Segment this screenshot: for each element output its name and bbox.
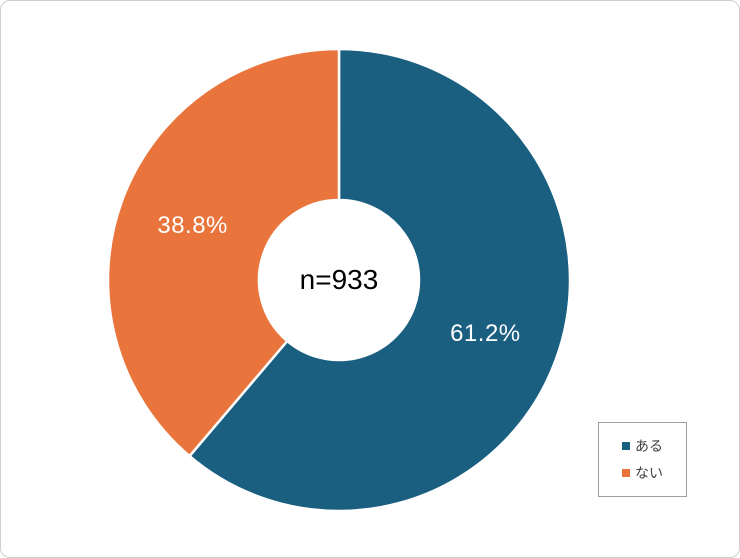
legend-label-nai: ない	[635, 465, 663, 481]
legend-marker-aru-icon	[622, 442, 630, 450]
legend-label-aru: ある	[635, 438, 663, 454]
legend-box: ある ない	[598, 422, 687, 497]
legend-item-aru: ある	[622, 439, 663, 453]
pie-slice-ない	[106, 47, 341, 458]
legend-marker-nai-icon	[622, 469, 630, 477]
legend-item-nai: ない	[622, 466, 663, 480]
pie-slice-ある	[187, 47, 572, 513]
